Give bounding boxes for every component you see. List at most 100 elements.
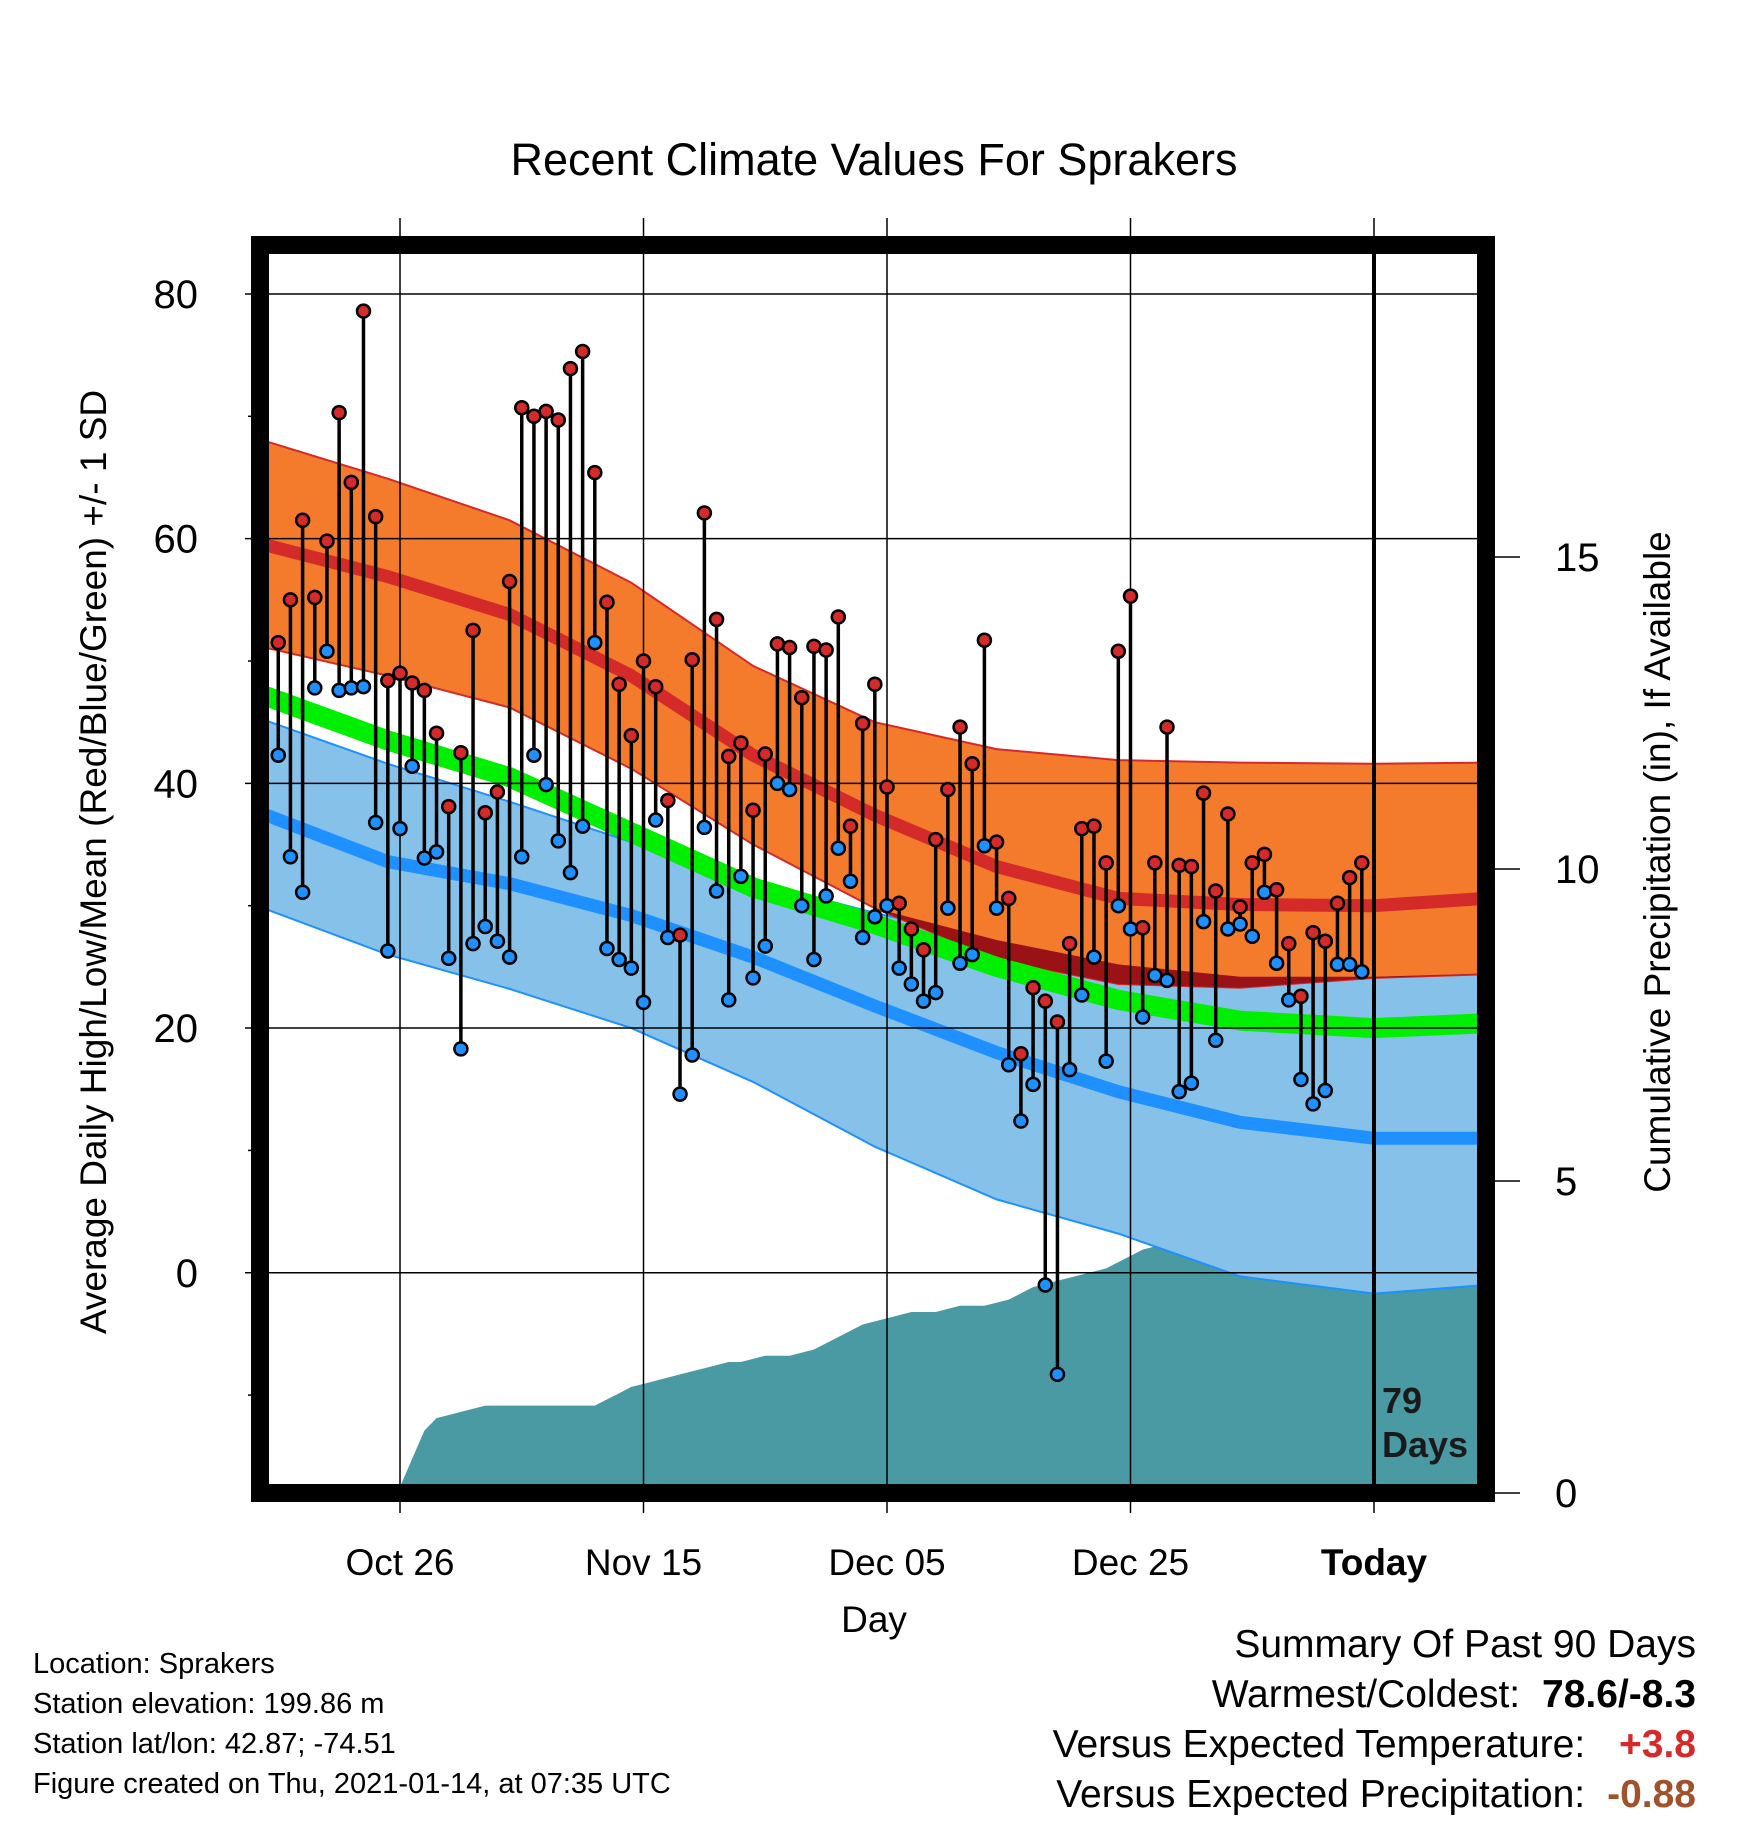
- daily-low-point: [1000, 1057, 1017, 1073]
- daily-high-point: [745, 802, 761, 819]
- daily-high-point: [708, 611, 725, 628]
- daily-high-point: [672, 927, 688, 943]
- daily-low-point: [842, 873, 859, 889]
- y-tick-label-left: 40: [154, 762, 199, 806]
- daily-high-point: [380, 672, 396, 689]
- y-tick-label-right: 0: [1555, 1472, 1577, 1516]
- daily-high-point: [1000, 890, 1017, 907]
- daily-high-point: [903, 921, 920, 937]
- daily-high-point: [1256, 846, 1273, 863]
- daily-low-point: [708, 883, 725, 899]
- daily-high-point: [1037, 993, 1054, 1009]
- daily-low-point: [440, 950, 457, 967]
- x-tick-label: Dec 05: [828, 1542, 945, 1583]
- daily-low-point: [465, 935, 481, 952]
- daily-high-point: [489, 784, 506, 800]
- daily-high-point: [720, 748, 737, 765]
- y-axis-label-left: Average Daily High/Low/Mean (Red/Blue/Gr…: [73, 390, 114, 1334]
- daily-low-point: [270, 747, 287, 763]
- daily-high-point: [842, 818, 859, 834]
- y-tick-label-right: 5: [1555, 1160, 1577, 1204]
- daily-high-point: [830, 609, 847, 625]
- daily-low-point: [830, 840, 847, 856]
- daily-high-point: [1244, 855, 1260, 871]
- y-tick-label-left: 0: [176, 1252, 198, 1296]
- daily-low-point: [988, 900, 1005, 916]
- daily-low-point: [1195, 913, 1212, 930]
- daily-low-point: [769, 775, 786, 792]
- daily-low-point: [1159, 972, 1175, 989]
- x-tick-label: Today: [1321, 1542, 1428, 1583]
- daily-low-point: [867, 908, 883, 925]
- daily-high-point: [1013, 1046, 1029, 1062]
- daily-high-point: [988, 834, 1005, 850]
- daily-high-point: [684, 652, 700, 668]
- summary-precip: Versus Expected Precipitation: -0.88: [1056, 1773, 1696, 1817]
- precip-area: [260, 1081, 1486, 1493]
- daily-low-point: [392, 820, 408, 837]
- daily-low-point: [1244, 928, 1260, 945]
- daily-low-point: [1341, 956, 1358, 973]
- daily-low-point: [294, 884, 311, 900]
- daily-high-point: [1293, 988, 1309, 1004]
- daily-high-point: [307, 589, 323, 606]
- daily-high-point: [1134, 919, 1151, 936]
- temp-anomaly-label: Versus Expected Temperature:: [1052, 1723, 1586, 1766]
- daily-low-point: [818, 888, 834, 904]
- daily-high-point: [1159, 719, 1175, 735]
- warm-cold-label: Warmest/Coldest:: [1211, 1673, 1521, 1716]
- daily-low-point: [964, 946, 980, 963]
- high-sd-band: [260, 438, 1486, 989]
- x-axis-label: Day: [841, 1599, 907, 1640]
- daily-low-point: [477, 918, 493, 935]
- daily-high-point: [611, 676, 627, 692]
- daily-high-point: [696, 505, 713, 521]
- daily-high-point: [794, 689, 810, 706]
- daily-low-point: [794, 897, 810, 914]
- daily-low-point: [1013, 1113, 1029, 1129]
- warm-cold-value: 78.6/-8.3: [1542, 1673, 1696, 1716]
- x-tick-label: Oct 26: [346, 1542, 455, 1583]
- daily-high-point: [915, 942, 932, 958]
- daily-high-point: [1232, 899, 1248, 915]
- daily-high-point: [1098, 855, 1114, 871]
- daily-low-point: [1256, 884, 1273, 900]
- daily-low-point: [1293, 1071, 1309, 1088]
- daily-high-point: [952, 719, 968, 735]
- axes: 0 20 40 60 80 0 5 10 15 Oct 26 Nov 15 Dec 05 Dec 25 T…: [154, 236, 1600, 1583]
- daily-low-point: [538, 776, 554, 793]
- x-tick-label: Dec 25: [1072, 1542, 1189, 1583]
- daily-low-point: [879, 897, 895, 914]
- daily-high-point: [927, 831, 944, 848]
- daily-high-point: [392, 665, 408, 681]
- daily-high-point: [599, 594, 615, 611]
- daily-high-point: [647, 678, 664, 695]
- daily-low-point: [745, 970, 761, 986]
- daily-high-point: [976, 632, 993, 648]
- summary-heading: Summary Of Past 90 Days: [1234, 1623, 1696, 1666]
- daily-high-point: [477, 804, 493, 821]
- daily-high-point: [1317, 933, 1334, 949]
- daily-high-point: [1329, 895, 1346, 912]
- daily-high-point: [550, 412, 567, 428]
- daily-low-point: [587, 634, 603, 651]
- daily-low-point: [404, 758, 420, 774]
- daily-low-point: [696, 819, 713, 836]
- daily-high-point: [331, 404, 347, 421]
- daily-high-point: [1281, 935, 1297, 952]
- daily-high-point: [1110, 643, 1127, 659]
- daily-low-point: [1232, 916, 1248, 932]
- daily-high-point: [781, 639, 798, 656]
- daily-high-point: [1074, 820, 1090, 837]
- daily-high-point: [757, 746, 774, 762]
- daily-high-point: [1025, 979, 1041, 996]
- daily-low-point: [1061, 1061, 1078, 1078]
- y-tick-label-right: 10: [1555, 848, 1600, 892]
- daily-low-point: [501, 949, 518, 965]
- daily-low-point: [757, 938, 774, 954]
- daily-high-point: [879, 779, 895, 795]
- daily-low-point: [1098, 1053, 1114, 1069]
- daily-low-point: [1207, 1032, 1224, 1049]
- daily-high-point: [818, 642, 834, 658]
- daily-low-point: [307, 680, 323, 696]
